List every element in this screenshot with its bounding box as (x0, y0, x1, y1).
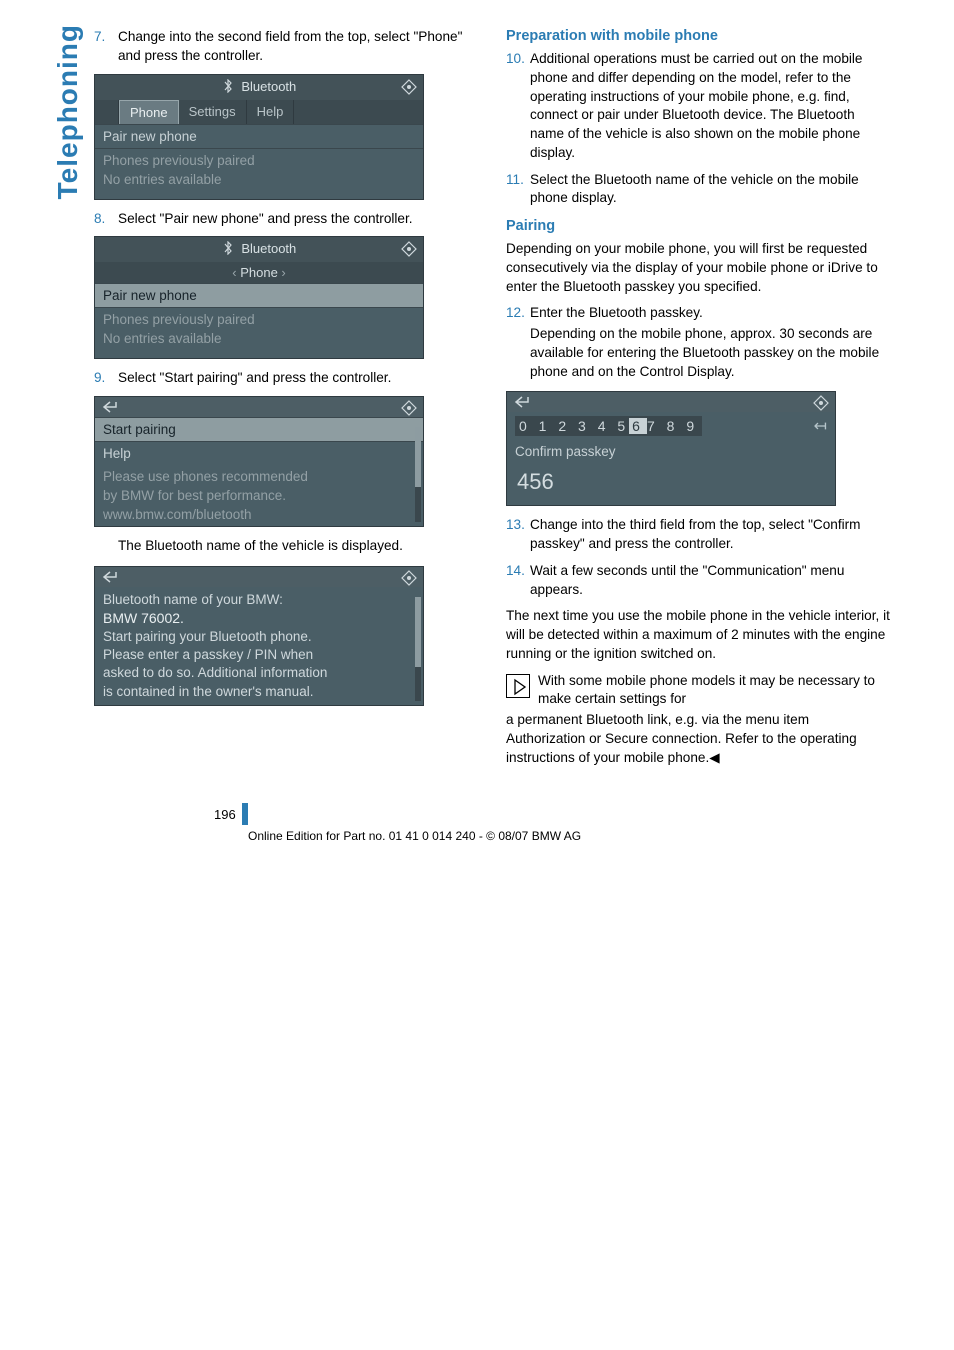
screenshot-tabs: Phone Settings Help (95, 100, 423, 124)
step-text: Additional operations must be carried ou… (530, 50, 890, 163)
step-text: Change into the third field from the top… (530, 516, 890, 554)
tab-spacer (95, 100, 119, 124)
note-row: With some mobile phone models it may be … (506, 672, 890, 710)
no-entries-row: No entries available (95, 331, 423, 350)
note-icon (506, 674, 530, 698)
previously-paired-row: Phones previously paired (95, 307, 423, 331)
diamond-icon (401, 79, 417, 95)
tab-phone: Phone (119, 100, 179, 124)
entered-passkey: 456 (507, 463, 835, 505)
scrollbar-thumb (415, 597, 421, 667)
step-text: Select the Bluetooth name of the vehicle… (530, 171, 890, 209)
screenshot-title: Bluetooth (241, 79, 296, 94)
tab-help: Help (247, 100, 295, 124)
digits-after: 7 8 9 (647, 418, 698, 434)
page-footer: 196 Online Edition for Part no. 01 41 0 … (44, 803, 890, 843)
screenshot-bluetooth-tabs: Bluetooth Phone Settings Help Pair new p… (94, 74, 424, 200)
help-row: Help (95, 441, 423, 465)
step-number: 10. (506, 50, 530, 163)
back-bar (507, 392, 835, 412)
diamond-icon (401, 570, 417, 586)
heading-preparation: Preparation with mobile phone (506, 28, 890, 44)
screenshot-start-pairing: Start pairing Help Please use phones rec… (94, 396, 424, 527)
step-7: 7. Change into the second field from the… (94, 28, 478, 66)
step-9: 9. Select "Start pairing" and press the … (94, 369, 478, 388)
info-line: Please enter a passkey / PIN when (103, 646, 415, 664)
screenshot-pair-new-phone: Bluetooth Phone Pair new phone Phones pr… (94, 236, 424, 359)
footer-edition-line: Online Edition for Part no. 01 41 0 014 … (248, 829, 890, 843)
tab-settings: Settings (179, 100, 247, 124)
info-line: is contained in the owner's manual. (103, 683, 415, 701)
info-line: Start pairing your Bluetooth phone. (103, 628, 415, 646)
passkey-digit-row: 0 1 2 3 4 567 8 9 ↤ (507, 412, 835, 440)
step-10: 10. Additional operations must be carrie… (506, 50, 890, 163)
right-column: Preparation with mobile phone 10. Additi… (506, 28, 890, 775)
left-column: 7. Change into the second field from the… (94, 28, 478, 775)
screenshot-passkey: 0 1 2 3 4 567 8 9 ↤ Confirm passkey 456 (506, 391, 836, 506)
page-number: 196 (214, 807, 236, 822)
page-number-bar (242, 803, 248, 825)
screenshot-bmw-name: Bluetooth name of your BMW: BMW 76002. S… (94, 566, 424, 706)
step-number: 8. (94, 210, 118, 229)
bmw-name: BMW 76002. (103, 609, 415, 628)
previously-paired-row: Phones previously paired (95, 148, 423, 172)
step-14: 14. Wait a few seconds until the "Commun… (506, 562, 890, 600)
back-bar (95, 567, 423, 587)
step-number: 12. (506, 304, 530, 323)
bluetooth-icon (222, 241, 234, 258)
back-bar (95, 397, 423, 417)
step-number: 7. (94, 28, 118, 66)
heading-pairing: Pairing (506, 218, 890, 234)
step-number: 9. (94, 369, 118, 388)
step-11: 11. Select the Bluetooth name of the veh… (506, 171, 890, 209)
pair-new-phone-row: Pair new phone (95, 124, 423, 148)
step-text: Enter the Bluetooth passkey. (530, 304, 890, 323)
diamond-icon (401, 400, 417, 416)
step-text: Select "Start pairing" and press the con… (118, 369, 478, 388)
section-side-label: Telephoning (44, 24, 84, 199)
no-entries-row: No entries available (95, 172, 423, 191)
displayed-line: The Bluetooth name of the vehicle is dis… (118, 537, 478, 556)
step-text: Select "Pair new phone" and press the co… (118, 210, 478, 229)
passkey-digits: 0 1 2 3 4 567 8 9 (515, 416, 702, 436)
screenshot-titlebar: Bluetooth (95, 75, 423, 100)
backspace-icon: ↤ (814, 416, 827, 436)
screenshot-subtab: Phone (95, 262, 423, 283)
info-line: asked to do so. Additional information (103, 664, 415, 682)
info-row: by BMW for best performance. (95, 488, 423, 507)
diamond-icon (813, 395, 829, 411)
diamond-icon (401, 241, 417, 257)
info-text: Bluetooth name of your BMW: BMW 76002. S… (95, 587, 423, 705)
paragraph: a permanent Bluetooth link, e.g. via the… (506, 711, 890, 767)
confirm-passkey-row: Confirm passkey (507, 440, 835, 463)
info-row: www.bmw.com/bluetooth (95, 507, 423, 526)
info-line: Bluetooth name of your BMW: (103, 591, 415, 609)
step-number: 11. (506, 171, 530, 209)
digit-cursor: 6 (629, 418, 647, 434)
step-number: 14. (506, 562, 530, 600)
step-8: 8. Select "Pair new phone" and press the… (94, 210, 478, 229)
scrollbar-thumb (415, 427, 421, 487)
bluetooth-icon (222, 79, 234, 96)
digits-before: 0 1 2 3 4 5 (519, 418, 629, 434)
step-text: Wait a few seconds until the "Communicat… (530, 562, 890, 600)
info-row: Please use phones recommended (95, 465, 423, 488)
note-lead-text: With some mobile phone models it may be … (538, 672, 890, 710)
step-12: 12. Enter the Bluetooth passkey. (506, 304, 890, 323)
step-13: 13. Change into the third field from the… (506, 516, 890, 554)
start-pairing-row: Start pairing (95, 417, 423, 441)
paragraph: The next time you use the mobile phone i… (506, 607, 890, 663)
pair-new-phone-row-highlighted: Pair new phone (95, 283, 423, 307)
step-number: 13. (506, 516, 530, 554)
screenshot-titlebar: Bluetooth (95, 237, 423, 262)
step-12-detail: Depending on the mobile phone, approx. 3… (530, 325, 890, 381)
step-text: Change into the second field from the to… (118, 28, 478, 66)
paragraph: Depending on your mobile phone, you will… (506, 240, 890, 296)
screenshot-title: Bluetooth (241, 241, 296, 256)
